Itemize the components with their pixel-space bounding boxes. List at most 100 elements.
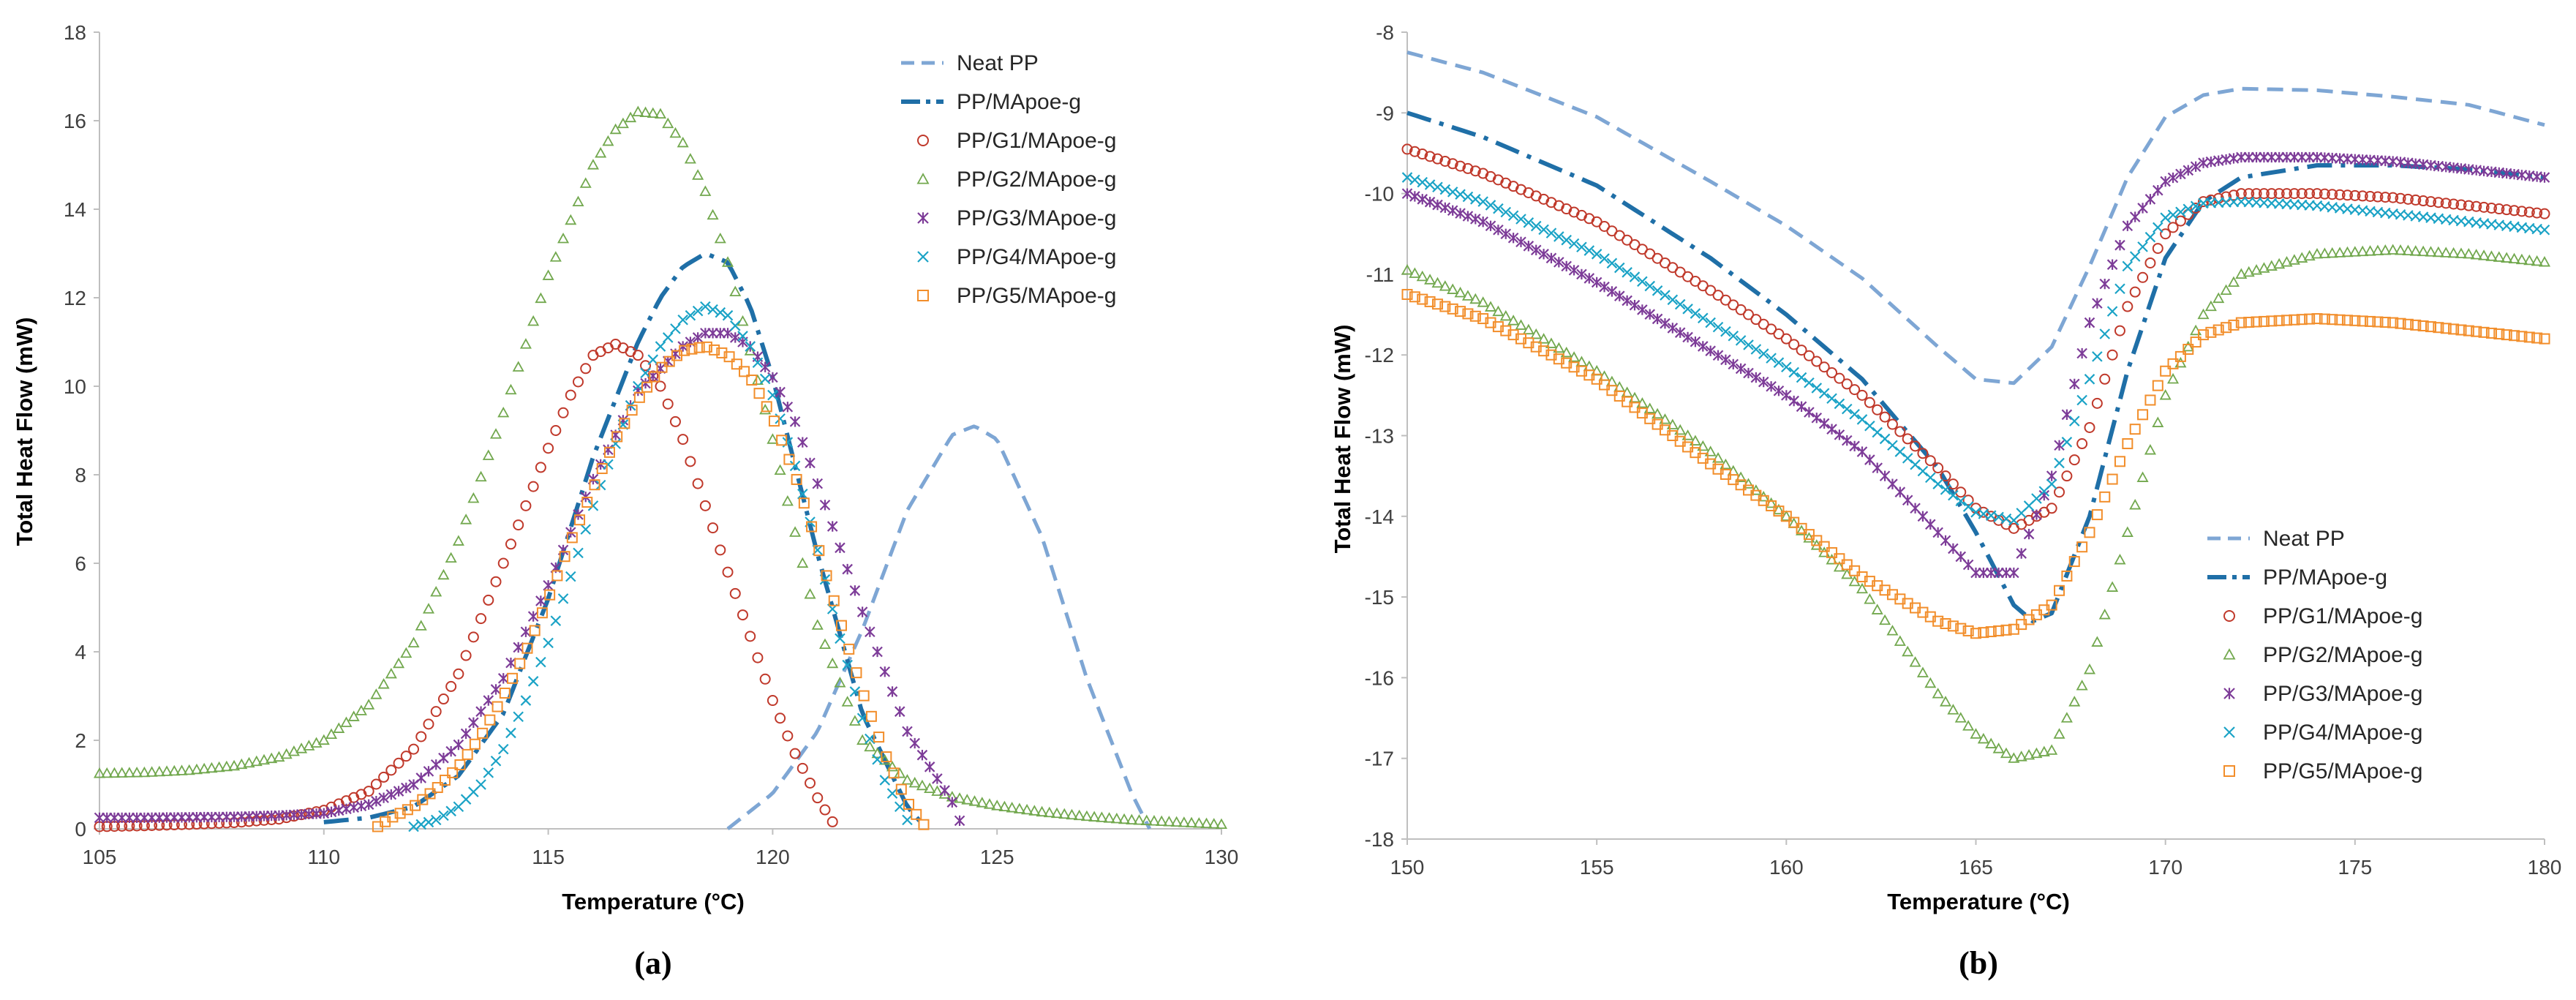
data-point xyxy=(1720,326,1731,337)
data-point xyxy=(2236,151,2247,163)
data-point xyxy=(1910,440,1921,452)
data-point xyxy=(2190,337,2202,348)
data-point xyxy=(1849,440,1860,452)
legend-entry-label: PP/G1/MApoe-g xyxy=(957,129,1116,153)
data-point xyxy=(2455,199,2467,211)
data-point xyxy=(2091,397,2103,409)
data-point xyxy=(2410,319,2422,331)
data-point xyxy=(1894,635,1906,646)
data-point xyxy=(2349,189,2361,201)
data-point xyxy=(460,728,472,740)
data-point xyxy=(131,767,143,778)
data-point xyxy=(1704,446,1717,456)
data-point xyxy=(1469,293,1482,304)
data-point xyxy=(2221,322,2232,334)
data-point xyxy=(2160,176,2171,187)
data-point xyxy=(2046,470,2057,481)
data-point xyxy=(685,456,696,467)
data-point xyxy=(1750,314,1762,326)
series-neat-pp xyxy=(726,424,1152,830)
data-point xyxy=(2296,252,2308,263)
data-point xyxy=(1050,807,1063,819)
series-pp-g4-mapoe-g xyxy=(1401,172,2550,526)
data-point xyxy=(2129,424,2141,435)
data-point xyxy=(2448,323,2460,335)
data-point xyxy=(453,739,464,751)
data-point xyxy=(377,678,390,689)
data-point xyxy=(722,566,734,578)
data-point xyxy=(1599,253,1610,264)
data-point xyxy=(789,526,802,537)
data-point xyxy=(1666,418,1679,429)
data-point xyxy=(722,256,734,267)
data-point xyxy=(2076,347,2087,359)
legend: Neat PP PP/MApoe-g PP/G1/MApoe-g PP/G2/MApo… xyxy=(2207,527,2422,783)
data-point xyxy=(439,774,451,786)
data-point xyxy=(333,722,345,733)
data-point xyxy=(856,713,868,724)
data-point xyxy=(781,495,794,506)
legend-swatch xyxy=(917,290,929,301)
data-point xyxy=(1773,357,1785,368)
legend-swatch xyxy=(916,173,930,184)
data-point xyxy=(415,620,427,631)
data-point xyxy=(746,375,758,386)
data-point xyxy=(1401,264,1414,275)
y-tick-label: 8 xyxy=(75,464,86,486)
data-point xyxy=(387,811,399,823)
data-point xyxy=(693,342,705,353)
data-point xyxy=(2235,188,2247,200)
data-point xyxy=(1140,814,1153,826)
data-point xyxy=(1006,802,1018,813)
legend-entry-label: PP/G3/MApoe-g xyxy=(957,206,1116,230)
data-point xyxy=(1652,418,1663,430)
data-point xyxy=(895,783,907,795)
data-point xyxy=(1439,184,1451,195)
data-point xyxy=(1886,418,1898,430)
data-point xyxy=(250,755,263,767)
data-point xyxy=(1834,372,1845,384)
data-point xyxy=(1028,805,1041,816)
y-tick-label: 2 xyxy=(75,729,86,752)
data-point xyxy=(2068,696,2081,707)
data-point xyxy=(2395,192,2406,204)
data-point xyxy=(490,684,502,695)
data-point xyxy=(804,587,816,599)
data-point xyxy=(1728,358,1739,370)
data-point xyxy=(1066,808,1078,820)
data-point xyxy=(2053,728,2065,739)
data-point xyxy=(1667,430,1679,441)
data-point xyxy=(497,673,509,684)
data-point xyxy=(544,589,556,601)
data-point xyxy=(483,767,494,778)
data-point xyxy=(841,696,854,707)
data-point xyxy=(932,773,943,784)
data-point xyxy=(1932,615,1944,627)
data-point xyxy=(1477,196,1488,207)
data-point xyxy=(1613,290,1625,301)
panel-a-x-axis-label: Temperature (°C) xyxy=(562,889,745,914)
data-point xyxy=(2417,320,2429,331)
data-point xyxy=(2046,478,2057,489)
data-point xyxy=(663,356,675,367)
data-point xyxy=(355,704,367,715)
data-point xyxy=(2379,192,2391,203)
data-point xyxy=(2478,249,2490,260)
data-point xyxy=(1667,323,1679,334)
data-point xyxy=(572,195,584,207)
legend-entry-label: PP/G4/MApoe-g xyxy=(2263,721,2422,745)
data-point xyxy=(1096,811,1108,822)
data-point xyxy=(894,767,906,778)
data-point xyxy=(482,449,494,460)
data-point xyxy=(557,232,570,244)
data-point xyxy=(826,521,838,532)
data-point xyxy=(1735,335,1747,346)
data-point xyxy=(2190,202,2202,214)
data-point xyxy=(2144,257,2156,268)
data-point xyxy=(699,185,712,196)
data-point xyxy=(1659,424,1671,436)
data-point xyxy=(1447,283,1459,294)
data-point xyxy=(1818,361,1830,373)
data-point xyxy=(536,607,548,619)
